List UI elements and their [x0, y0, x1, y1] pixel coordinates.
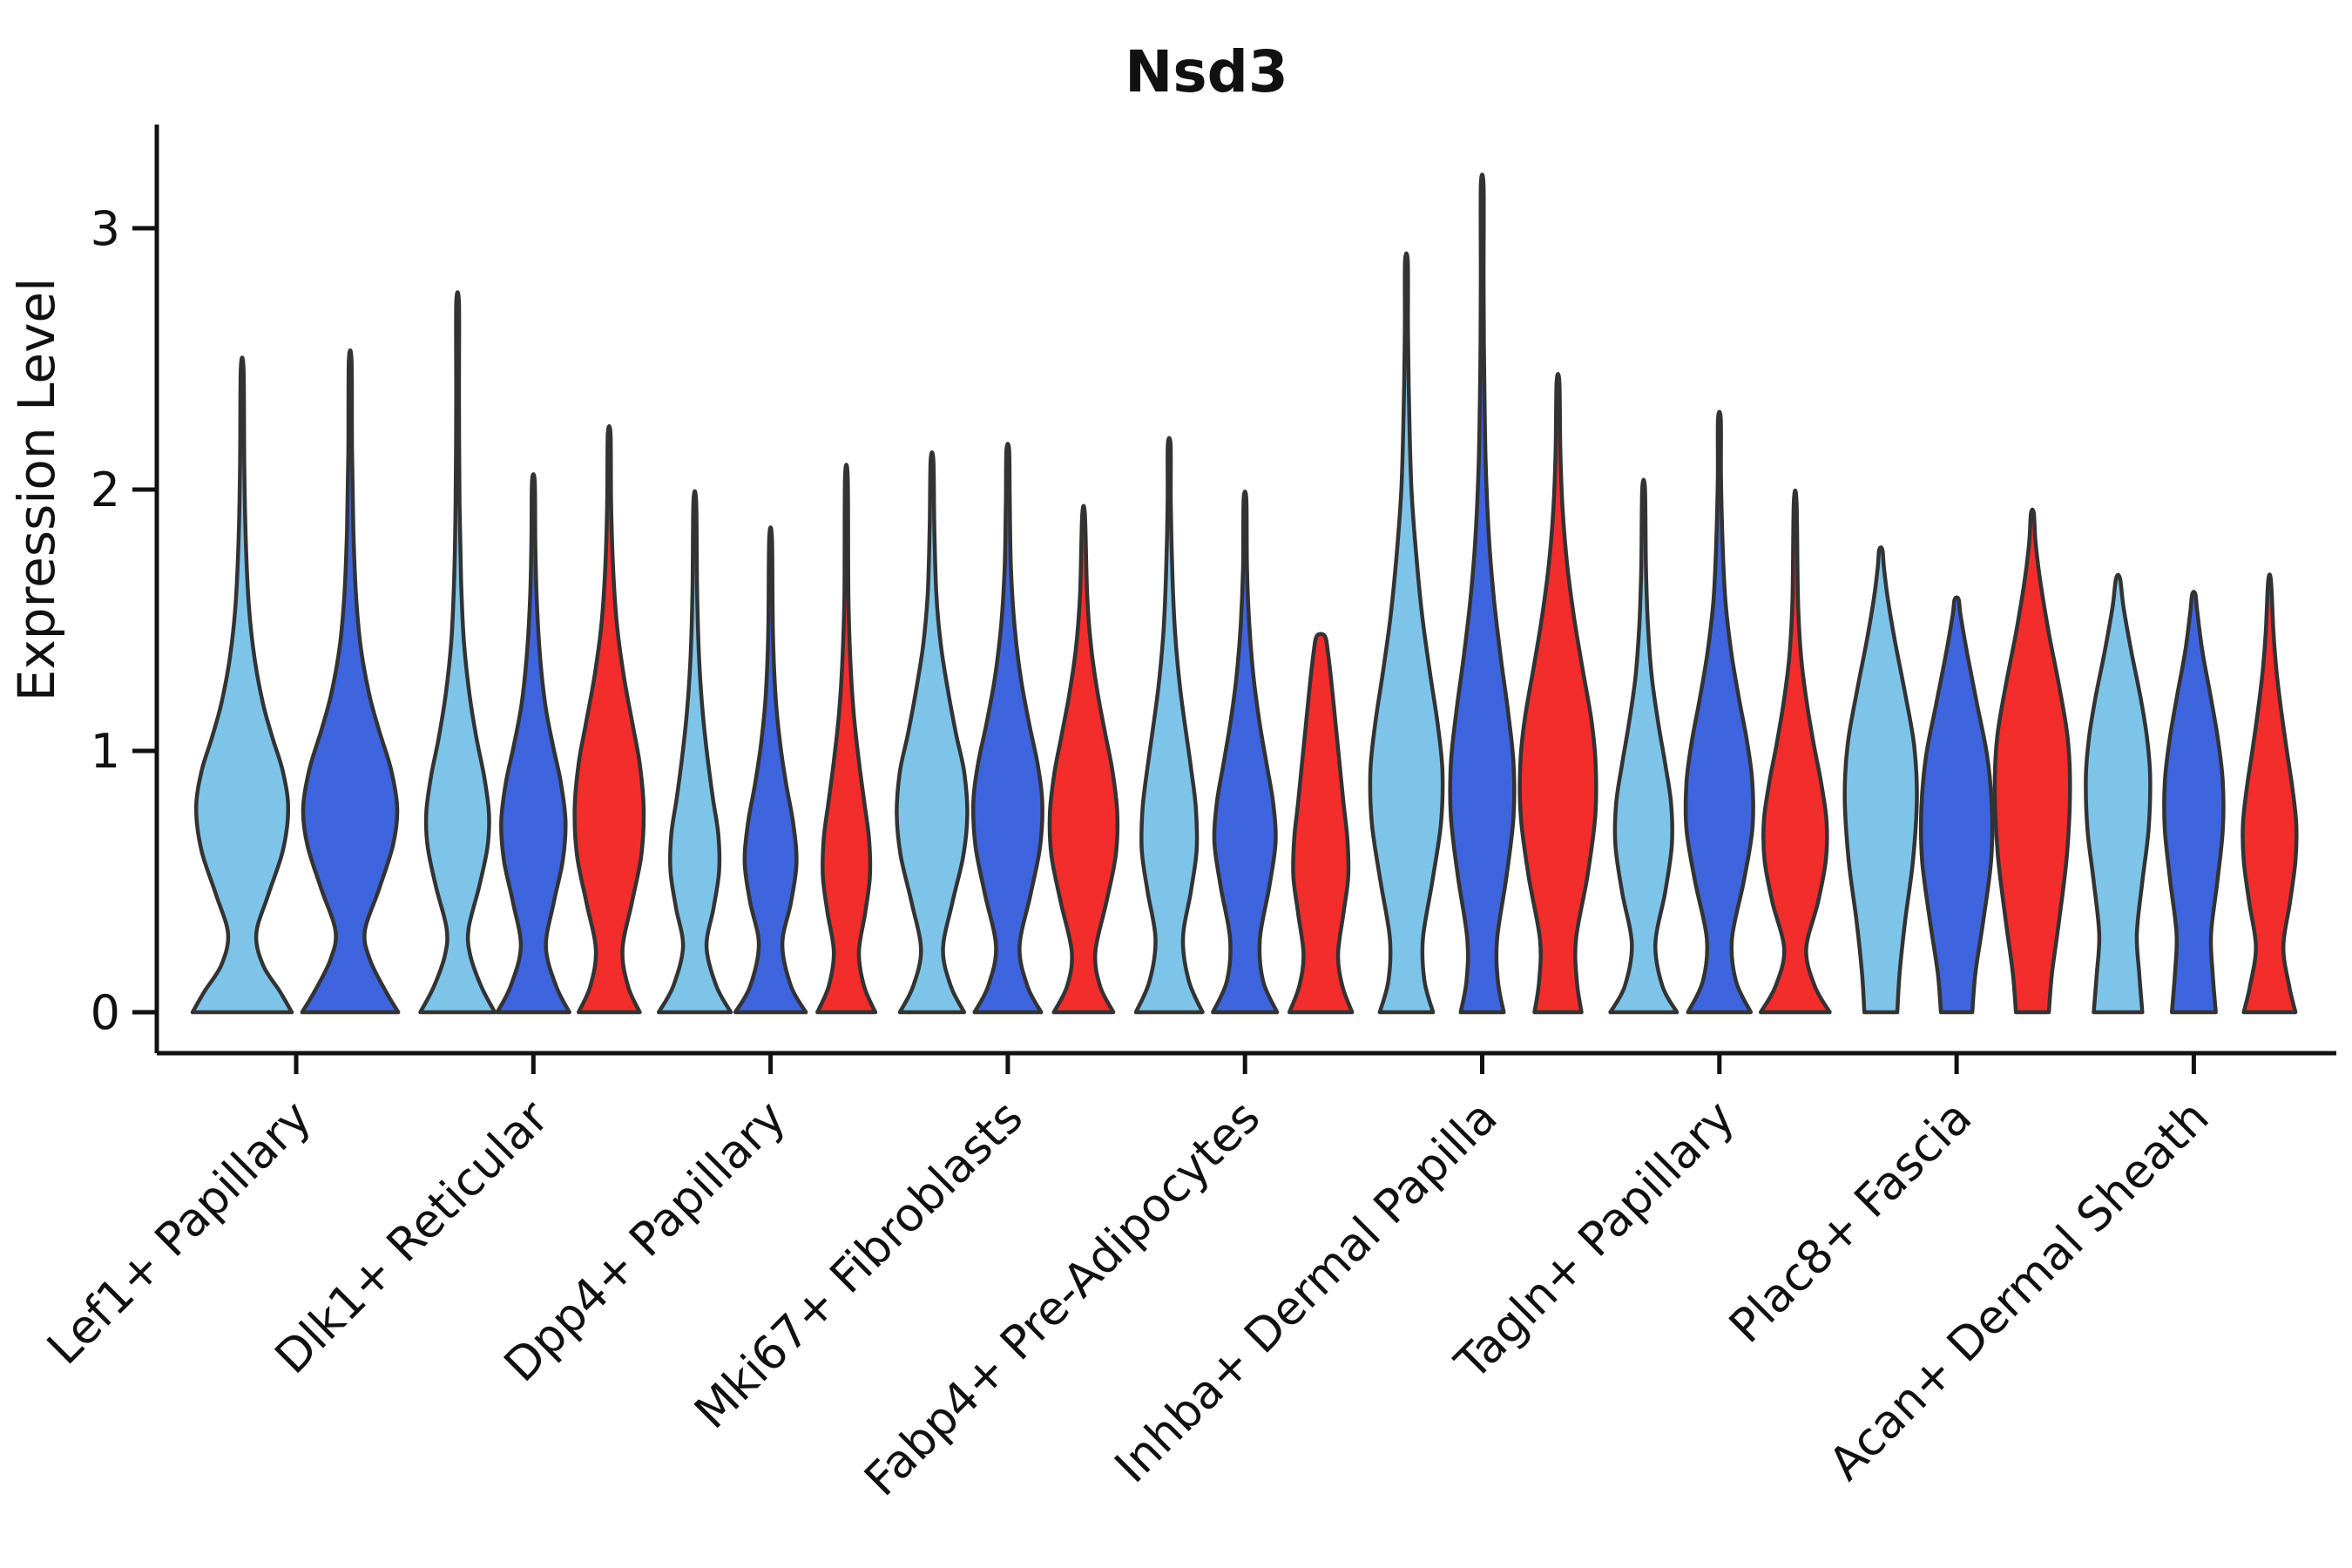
violin-tagln-papillary-red [1758, 488, 1832, 1015]
violin-inhba-dermal-papilla-red [1517, 372, 1598, 1015]
violin-fabp4-pre-adipocytes-dark_blue [1211, 490, 1280, 1015]
y-axis-label: Expression Level [7, 278, 66, 701]
violin-mki67-fibroblasts-red [1047, 504, 1120, 1015]
violin-inhba-dermal-papilla-light_blue [1368, 251, 1445, 1015]
violin-dpp4-papillary-red [815, 463, 878, 1015]
violin-dlk1-reticular-light_blue [418, 290, 497, 1015]
violin-dlk1-reticular-dark_blue [495, 472, 571, 1015]
violin-plac8-fascia-dark_blue [1918, 595, 1995, 1015]
axes [132, 125, 2336, 1074]
violin-inhba-dermal-papilla-dark_blue [1448, 172, 1517, 1015]
y-tick-label: 1 [91, 724, 120, 779]
violins-layer [190, 172, 2299, 1015]
y-tick-label: 0 [91, 985, 120, 1040]
violin-lef1-papillary-dark_blue [300, 348, 401, 1015]
violin-fabp4-pre-adipocytes-light_blue [1133, 436, 1205, 1015]
violin-dpp4-papillary-light_blue [656, 489, 733, 1015]
violin-tagln-papillary-dark_blue [1683, 409, 1755, 1015]
violin-acan-dermal-sheath-dark_blue [2162, 590, 2226, 1015]
violin-dpp4-papillary-dark_blue [733, 525, 808, 1015]
x-category-label: Inhba+ Dermal Papilla [1105, 1091, 1508, 1493]
violin-mki67-fibroblasts-light_blue [895, 450, 970, 1015]
y-tick-label: 3 [91, 201, 120, 256]
violin-lef1-papillary-light_blue [190, 355, 294, 1015]
violin-plac8-fascia-light_blue [1842, 545, 1919, 1015]
x-category-label: Fabp4+ Pre-Adipocytes [855, 1091, 1270, 1506]
chart-title: Nsd3 [1125, 38, 1288, 105]
violin-dlk1-reticular-red [572, 424, 646, 1015]
y-tick-label: 2 [91, 463, 120, 517]
violin-mki67-fibroblasts-dark_blue [970, 442, 1044, 1015]
x-category-label: Acan+ Dermal Sheath [1819, 1091, 2219, 1490]
violin-acan-dermal-sheath-light_blue [2084, 572, 2153, 1015]
violin-fabp4-pre-adipocytes-red [1287, 632, 1355, 1015]
violin-tagln-papillary-light_blue [1608, 477, 1680, 1015]
violin-plac8-fascia-red [1992, 507, 2072, 1015]
x-category-label: Plac8+ Fascia [1720, 1091, 1982, 1353]
violin-acan-dermal-sheath-red [2240, 572, 2299, 1015]
